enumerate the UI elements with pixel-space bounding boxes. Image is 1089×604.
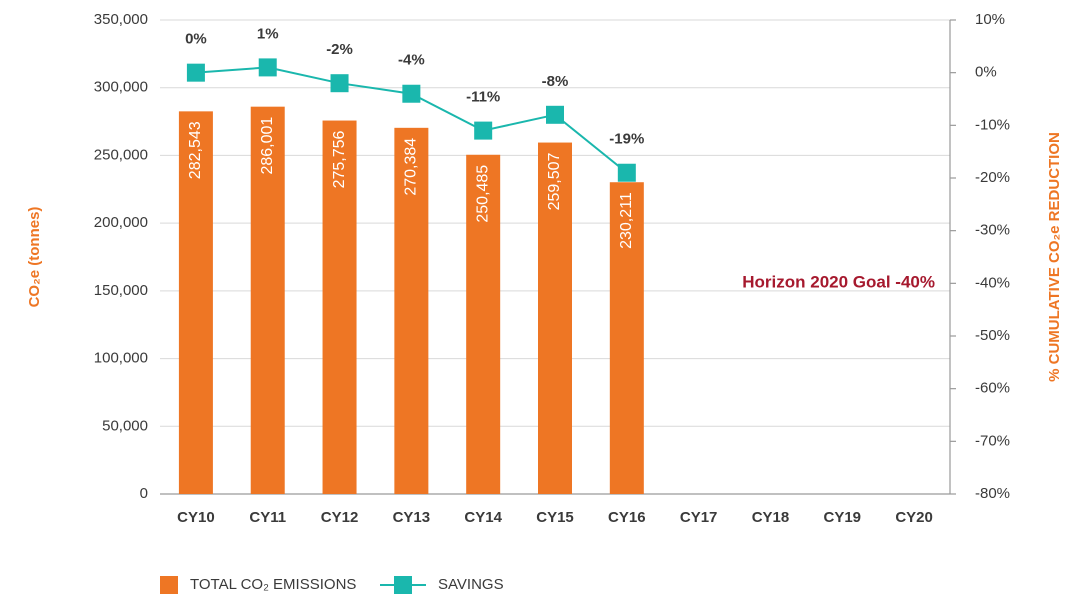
line-marker — [258, 58, 277, 77]
bar — [609, 182, 644, 495]
y2-tick-label: -50% — [975, 327, 1010, 344]
x-tick-label: CY12 — [321, 509, 359, 526]
bar — [250, 106, 285, 495]
line-value-label: -11% — [466, 89, 500, 106]
line-value-label: 1% — [257, 25, 279, 42]
x-tick-label: CY11 — [249, 509, 286, 526]
y-tick-label: 50,000 — [102, 417, 148, 434]
line-value-label: -8% — [542, 73, 569, 90]
y2-tick-label: -10% — [975, 116, 1010, 133]
line-marker — [402, 84, 421, 103]
y2-tick-label: -80% — [975, 485, 1010, 502]
line-value-label: -19% — [609, 131, 644, 148]
line-value-label: 0% — [185, 31, 207, 48]
legend-label: SAVINGS — [438, 576, 504, 593]
line-marker — [186, 63, 205, 82]
bar-value-label: 250,485 — [474, 165, 491, 223]
y-tick-label: 350,000 — [94, 11, 148, 28]
x-tick-label: CY16 — [608, 509, 646, 526]
y2-tick-label: -40% — [975, 274, 1010, 291]
y2-tick-label: 10% — [975, 11, 1005, 28]
line-marker — [474, 121, 493, 140]
x-tick-label: CY20 — [895, 509, 933, 526]
line-marker — [546, 105, 564, 124]
bar-value-label: 282,543 — [187, 121, 204, 179]
bar-value-label: 259,507 — [546, 152, 563, 210]
y-axis-label: CO₂e (tonnes) — [26, 207, 43, 308]
bar — [322, 120, 357, 494]
y-tick-label: 200,000 — [94, 214, 148, 231]
bar-value-label: 230,211 — [618, 192, 635, 249]
line-value-label: -4% — [398, 52, 425, 69]
y-tick-label: 0 — [140, 485, 148, 502]
y2-tick-label: -60% — [975, 380, 1010, 397]
bar-value-label: 270,384 — [403, 138, 420, 196]
line-marker — [617, 163, 636, 182]
legend-swatch — [394, 576, 412, 594]
x-tick-label: CY15 — [536, 509, 574, 526]
annotation: Horizon 2020 Goal -40% — [742, 272, 935, 291]
line-marker — [330, 74, 349, 93]
x-tick-label: CY14 — [464, 509, 502, 526]
y2-tick-label: -70% — [975, 432, 1010, 449]
y2-tick-label: -30% — [975, 222, 1010, 239]
x-tick-label: CY13 — [393, 509, 431, 526]
x-tick-label: CY17 — [680, 509, 718, 526]
legend-swatch — [160, 576, 178, 594]
x-tick-label: CY10 — [177, 509, 215, 526]
x-tick-label: CY18 — [752, 509, 790, 526]
bar — [178, 111, 213, 494]
bar — [466, 154, 501, 495]
legend-label: TOTAL CO₂ EMISSIONS — [190, 576, 356, 593]
y2-axis-label: % CUMULATIVE CO₂e REDUCTION — [1046, 132, 1063, 382]
x-tick-label: CY19 — [824, 509, 862, 526]
bar — [394, 127, 429, 494]
y-tick-label: 300,000 — [94, 79, 148, 96]
line-value-label: -2% — [326, 41, 353, 58]
bar-value-label: 286,001 — [259, 117, 276, 175]
y2-tick-label: 0% — [975, 64, 997, 81]
y2-tick-label: -20% — [975, 169, 1010, 186]
bar — [538, 142, 572, 494]
y-tick-label: 150,000 — [94, 282, 148, 299]
y-tick-label: 100,000 — [94, 350, 148, 367]
bar-value-label: 275,756 — [331, 130, 348, 188]
y-tick-label: 250,000 — [94, 146, 148, 163]
